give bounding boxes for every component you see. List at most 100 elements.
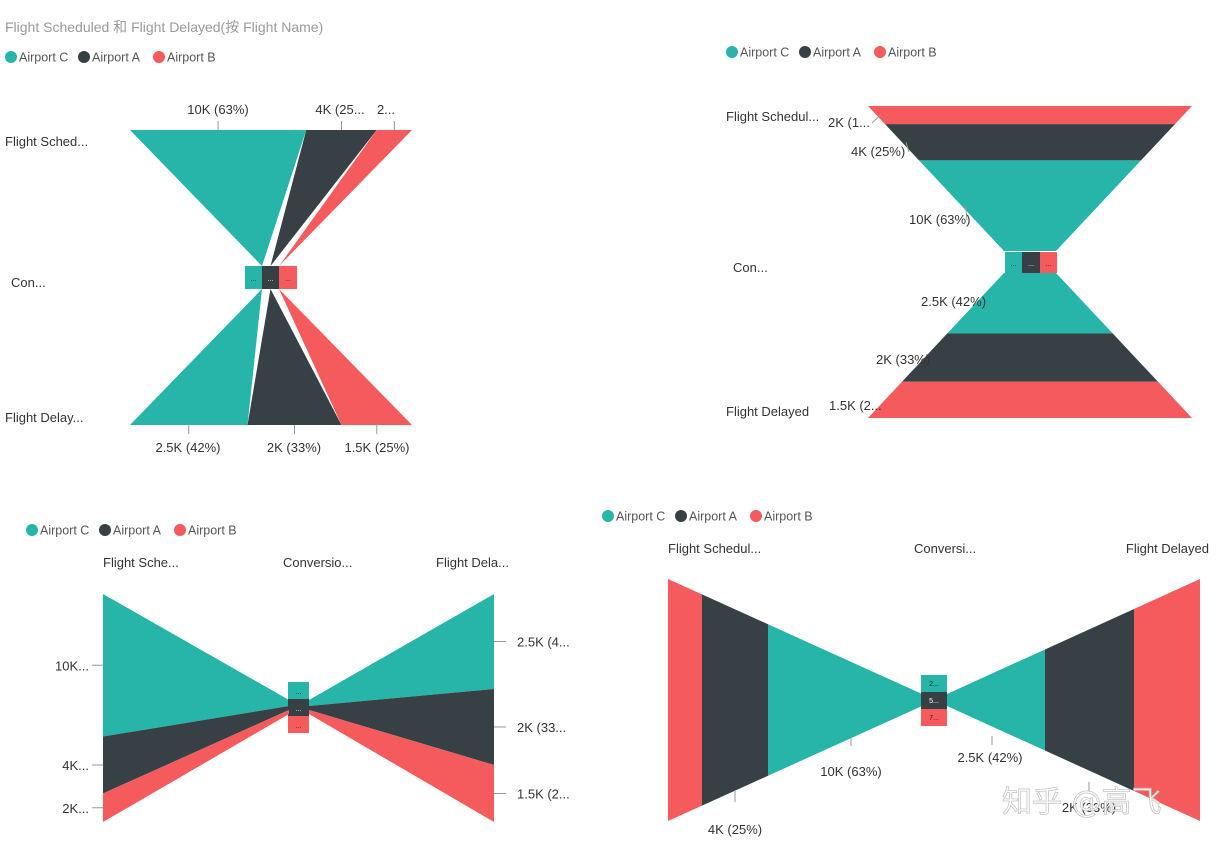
c1-legend-marker-2 <box>153 51 165 63</box>
c3-stage-label-2: Flight Dela... <box>436 555 509 570</box>
c4-legend-marker-1 <box>675 510 687 522</box>
c3-conversion-label-1: ... <box>296 706 302 713</box>
c2-bottom-band-2 <box>868 381 1192 418</box>
c4-legend-label-0: Airport C <box>616 510 665 524</box>
c3-left-segment-1 <box>103 706 289 794</box>
c4-right-band-1 <box>1045 609 1134 791</box>
c4-conversion-box-1 <box>921 692 947 709</box>
c2-conversion-box-0 <box>1005 252 1022 273</box>
c2-legend-label-0: Airport C <box>740 46 789 60</box>
c4-left-data-label-0: 10K (63%) <box>820 764 881 779</box>
c3-right-segment-1 <box>309 689 494 765</box>
c3-legend-marker-0 <box>26 524 38 536</box>
c1-bottom-data-label-0: 2.5K (42%) <box>155 440 220 455</box>
c4-legend-marker-2 <box>750 510 762 522</box>
c2-top-band-1 <box>885 124 1175 161</box>
c2-bottom-data-label-1: 2K (33%) <box>876 352 930 367</box>
c2-stage-label-1: Con... <box>733 260 768 275</box>
c1-top-data-label-2: 2... <box>377 102 395 117</box>
c3-conversion-box-1 <box>288 699 309 716</box>
c3-right-data-label-2: 1.5K (2... <box>517 787 570 802</box>
c3-legend-label-1: Airport A <box>113 524 162 538</box>
c2-top-band-2 <box>868 106 1192 125</box>
c4-left-data-label-1: 4K (25%) <box>708 822 762 837</box>
c1-top-segment-1 <box>270 130 377 266</box>
c4-left-band-1 <box>702 594 768 806</box>
c4-legend-label-2: Airport B <box>764 510 813 524</box>
c1-bottom-data-label-1: 2K (33%) <box>267 440 321 455</box>
c4-conversion-label-2: 7... <box>929 715 939 722</box>
c1-bottom-segment-0 <box>130 289 262 425</box>
c2-bottom-data-label-0: 2.5K (42%) <box>921 294 986 309</box>
c1-stage-label-2: Flight Delay... <box>5 410 84 425</box>
c2-conversion-label-0: ... <box>1011 261 1017 268</box>
c3-left-data-label-2: 2K... <box>62 801 89 816</box>
c3-left-segment-2 <box>103 710 289 822</box>
c2-legend-marker-2 <box>874 46 886 58</box>
watermark-text: 知乎 @高飞 <box>1002 785 1162 820</box>
c4-right-band-2 <box>1134 579 1200 821</box>
c4-conversion-label-1: 5... <box>929 698 939 705</box>
c4-right-band-0 <box>947 649 1045 751</box>
c1-conversion-box-0 <box>245 266 262 289</box>
c3-legend-marker-1 <box>99 524 111 536</box>
c3-legend-label-0: Airport C <box>40 524 89 538</box>
c1-legend-label-2: Airport B <box>167 51 216 65</box>
c1-top-data-label-0: 10K (63%) <box>187 102 248 117</box>
c1-conversion-label-2: ... <box>285 276 291 283</box>
c1-top-data-label-1: 4K (25... <box>315 102 364 117</box>
c2-top-data-label-2: 2K (1... <box>828 115 870 130</box>
c1-conversion-label-0: ... <box>251 276 257 283</box>
c3-right-data-label-1: 2K (33... <box>517 720 566 735</box>
c3-legend-marker-2 <box>174 524 186 536</box>
c4-left-band-2 <box>668 579 702 821</box>
c3-conversion-label-0: ... <box>296 689 302 696</box>
c3-stage-label-0: Flight Sche... <box>103 555 179 570</box>
chart-title: Flight Scheduled 和 Flight Delayed(按 Flig… <box>5 19 323 35</box>
c1-legend-label-0: Airport C <box>19 51 68 65</box>
c4-conversion-box-2 <box>921 709 947 726</box>
c3-right-data-label-0: 2.5K (4... <box>517 635 570 650</box>
c4-conversion-label-0: 2... <box>929 681 939 688</box>
c1-top-segment-0 <box>130 130 307 266</box>
c3-legend-label-2: Airport B <box>188 524 237 538</box>
c2-legend-label-1: Airport A <box>813 46 862 60</box>
c1-stage-label-1: Con... <box>11 275 46 290</box>
c2-stage-label-0: Flight Schedul... <box>726 109 819 124</box>
c2-conversion-label-1: ... <box>1028 261 1034 268</box>
c4-right-data-label-1: 2K (33%) <box>1062 800 1116 815</box>
c4-stage-label-1: Conversi... <box>914 541 976 556</box>
c1-legend-marker-0 <box>5 51 17 63</box>
c1-conversion-box-1 <box>262 266 279 289</box>
c1-bottom-segment-2 <box>279 289 412 425</box>
c1-conversion-box-2 <box>279 266 297 289</box>
c2-top-data-label-0: 10K (63%) <box>909 212 970 227</box>
c2-top-band-0 <box>919 160 1141 251</box>
c4-conversion-box-0 <box>921 675 947 692</box>
c2-conversion-box-1 <box>1022 252 1040 273</box>
c3-right-segment-2 <box>309 710 494 822</box>
c3-stage-label-1: Conversio... <box>283 555 352 570</box>
c2-legend-marker-0 <box>726 46 738 58</box>
c2-bottom-band-0 <box>947 273 1113 334</box>
c4-stage-label-2: Flight Delayed <box>1126 541 1209 556</box>
c2-top-leader-2 <box>871 114 881 124</box>
c1-legend-label-1: Airport A <box>92 51 141 65</box>
c2-bottom-data-label-2: 1.5K (2... <box>829 398 882 413</box>
c2-bottom-band-1 <box>902 333 1158 382</box>
c3-left-segment-0 <box>103 594 289 737</box>
c1-stage-label-0: Flight Sched... <box>5 134 88 149</box>
c3-conversion-label-2: ... <box>296 723 302 730</box>
c4-right-data-label-0: 2.5K (42%) <box>957 750 1022 765</box>
c3-left-data-label-1: 4K... <box>62 758 89 773</box>
c2-conversion-box-2 <box>1040 252 1057 273</box>
c1-bottom-segment-1 <box>247 289 342 425</box>
c3-conversion-box-0 <box>288 682 309 699</box>
c1-conversion-label-1: ... <box>268 276 274 283</box>
c4-legend-marker-0 <box>602 510 614 522</box>
c3-right-segment-0 <box>309 594 494 706</box>
c2-legend-label-2: Airport B <box>888 46 937 60</box>
c1-bottom-data-label-2: 1.5K (25%) <box>344 440 409 455</box>
c2-conversion-label-2: ... <box>1046 261 1052 268</box>
